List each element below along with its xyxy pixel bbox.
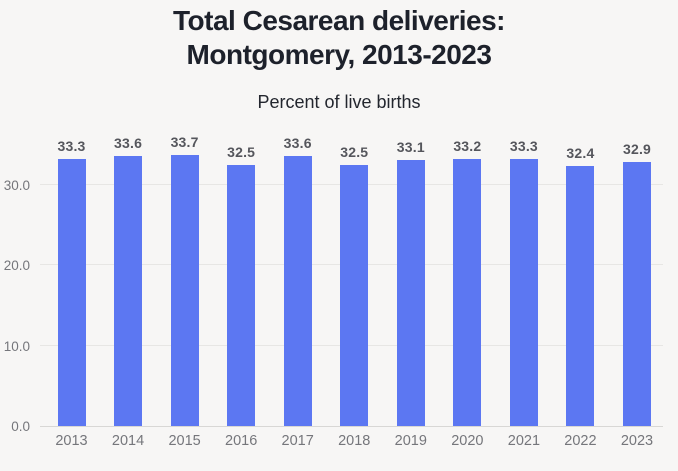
x-axis-tick-label: 2023 xyxy=(620,433,654,449)
x-axis-baseline xyxy=(40,426,663,427)
chart-subtitle: Percent of live births xyxy=(257,92,421,112)
bar xyxy=(227,164,256,426)
y-axis-tick-label: 30.0 xyxy=(3,178,30,193)
bar xyxy=(57,158,86,426)
x-axis-tick-label: 2015 xyxy=(168,433,201,449)
bar xyxy=(566,165,595,426)
x-axis-tick-label: 2021 xyxy=(507,433,541,449)
y-axis-tick-label: 20.0 xyxy=(3,258,30,274)
x-axis-tick-label: 2013 xyxy=(55,433,88,449)
bar-value-label: 33.1 xyxy=(396,139,425,156)
bar-value-label: 33.2 xyxy=(453,138,482,155)
y-axis-tick-label: 10.0 xyxy=(3,338,30,354)
x-axis-tick-label: 2016 xyxy=(225,433,258,449)
bar xyxy=(283,156,312,426)
chart-title-line2: Montgomery, 2013-2023 xyxy=(186,39,492,70)
bar-value-label: 32.9 xyxy=(622,140,652,157)
bar xyxy=(453,159,482,426)
bar-value-label: 32.4 xyxy=(566,144,595,161)
bar-value-label: 33.7 xyxy=(170,134,199,151)
bar-value-label: 32.5 xyxy=(340,143,369,160)
bar-value-label: 33.3 xyxy=(509,137,538,154)
x-axis-tick-label: 2017 xyxy=(281,433,314,449)
x-axis-tick-label: 2019 xyxy=(394,433,427,449)
bar-value-label: 33.6 xyxy=(283,135,312,152)
bar-value-label: 33.6 xyxy=(114,135,143,152)
x-axis-tick-label: 2018 xyxy=(338,433,371,449)
plot-area: 0.0 10.0 20.0 30.0 33.3 2013 33.6 2014 33.7 2015 3… xyxy=(4,134,663,449)
bar xyxy=(170,155,199,426)
x-axis-tick-label: 2014 xyxy=(111,433,145,449)
bar-value-label: 32.5 xyxy=(227,143,256,160)
chart-header: Total Cesarean deliveries: Montgomery, 2… xyxy=(0,4,678,72)
chart-title-line1: Total Cesarean deliveries: xyxy=(173,5,505,36)
bar xyxy=(396,160,425,426)
y-axis-tick-label: 0.0 xyxy=(11,419,30,434)
x-axis-tick-label: 2020 xyxy=(451,433,484,449)
bar xyxy=(340,164,369,426)
bar xyxy=(623,161,651,426)
bar xyxy=(114,156,143,426)
bar-value-label: 33.3 xyxy=(57,137,86,154)
x-axis-tick-label: 2022 xyxy=(564,433,597,449)
bar xyxy=(509,158,538,426)
